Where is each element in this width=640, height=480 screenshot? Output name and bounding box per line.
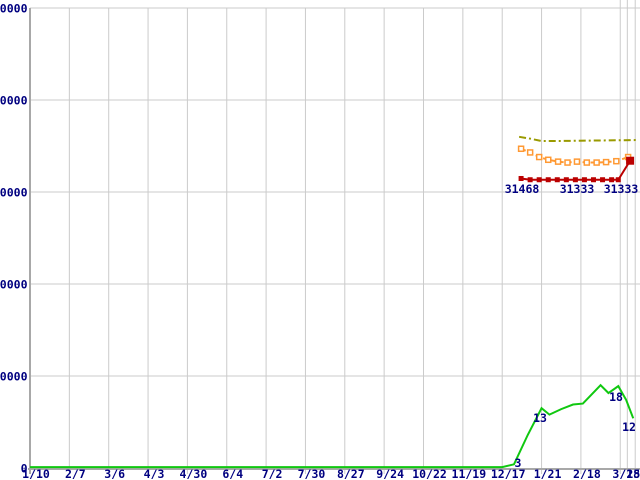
point-label: 13 (533, 411, 547, 425)
x-tick-label: 7/2 (262, 467, 283, 480)
dark-red-line-marker (626, 156, 635, 165)
green-line (30, 383, 635, 469)
point-label: 12 (622, 420, 636, 434)
orange-dashed-line-marker (613, 157, 620, 165)
orange-dashed-line-marker (535, 153, 543, 161)
x-tick-label: 12/17 (491, 467, 526, 480)
y-tick-label: 40000 (0, 94, 28, 108)
x-tick-label: 7/30 (298, 467, 326, 480)
orange-dashed-line-marker (526, 149, 534, 156)
dark-red-line-marker (590, 177, 596, 183)
dark-red-line-marker (600, 177, 606, 183)
x-tick-label: 11/19 (452, 467, 487, 480)
orange-dashed-line-marker (554, 158, 562, 165)
olive-dashdot-line (518, 135, 638, 142)
orange-dashed-line-marker (517, 145, 525, 153)
x-tick-label: 1/21 (534, 467, 562, 480)
dark-red-line-marker (536, 177, 542, 183)
x-tick-label: 3/6 (104, 467, 125, 480)
point-label: 31468 (505, 182, 540, 196)
y-tick-label: 50000 (0, 2, 28, 16)
point-label: 18 (609, 390, 623, 404)
dark-red-line-marker (545, 177, 551, 183)
x-tick-label: 10/22 (412, 467, 447, 480)
x-tick-label: 6/4 (222, 467, 243, 480)
x-tick-label: 3/18 (612, 467, 640, 480)
dark-red-line-marker (527, 177, 533, 183)
dark-red-line-marker (554, 177, 560, 183)
orange-dashed-line-marker (564, 159, 571, 166)
orange-dashed-line-marker (544, 156, 552, 164)
x-tick-label: 2/18 (573, 467, 601, 480)
orange-dashed-line-marker (573, 158, 581, 165)
x-tick-label: 4/3 (144, 467, 165, 480)
x-tick-label: 8/27 (337, 467, 365, 480)
point-label: 3 (515, 456, 522, 470)
orange-dashed-line-marker (602, 158, 610, 166)
point-label: 31333 (604, 182, 639, 196)
x-tick-label: 4/30 (180, 467, 208, 480)
x-tick-label: 2/7 (65, 467, 86, 480)
x-tick-label: 25 (626, 467, 640, 480)
orange-dashed-line-marker (583, 159, 591, 166)
y-tick-label: 20000 (0, 278, 28, 292)
dark-red-line-marker (581, 177, 587, 183)
y-tick-label: 30000 (0, 186, 28, 200)
dark-red-line-marker (563, 177, 569, 183)
dark-red-line-marker (609, 177, 615, 183)
x-tick-label: 1/10 (22, 467, 50, 480)
dark-red-line-marker (615, 177, 621, 183)
y-tick-label: 0 (21, 462, 28, 476)
orange-dashed-line-marker (593, 159, 600, 166)
y-tick-label: 10000 (0, 370, 28, 384)
x-tick-label: 9/24 (376, 467, 404, 480)
point-label: 31333 (560, 182, 595, 196)
dark-red-line-marker (572, 177, 578, 183)
dark-red-line-marker (518, 175, 524, 181)
